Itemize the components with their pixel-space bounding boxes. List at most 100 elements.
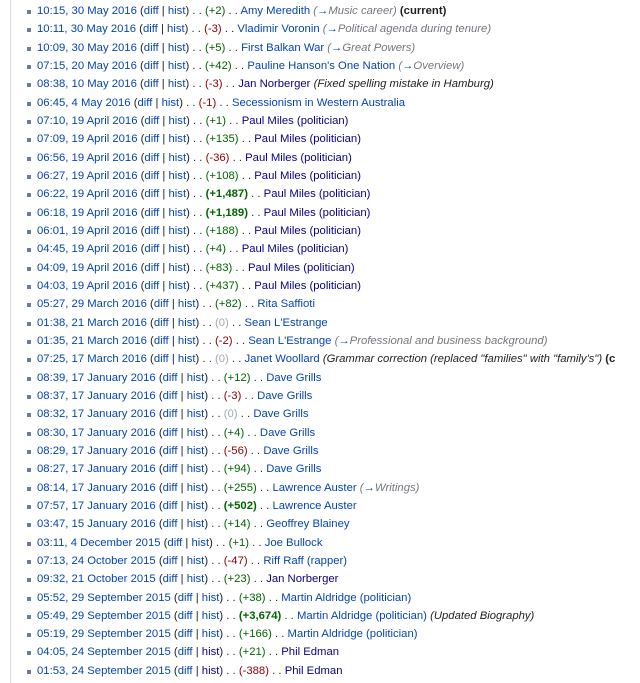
- page-title-link[interactable]: Paul Miles (politician): [241, 114, 349, 127]
- section-arrow-link[interactable]: →: [402, 59, 414, 72]
- timestamp-link[interactable]: 07:15, 20 May 2016: [37, 59, 137, 72]
- page-title-link[interactable]: Martin Aldridge (politician): [281, 591, 412, 604]
- section-arrow-link[interactable]: →: [326, 23, 338, 36]
- page-title-link[interactable]: Amy Meredith: [240, 5, 311, 17]
- timestamp-link[interactable]: 06:27, 19 April 2016: [37, 169, 138, 182]
- diff-link[interactable]: diff: [153, 353, 169, 366]
- hist-link[interactable]: hist: [186, 426, 205, 439]
- section-link[interactable]: Overview: [413, 59, 461, 72]
- page-title-link[interactable]: Sean L'Estrange: [244, 316, 328, 329]
- diff-link[interactable]: diff: [162, 518, 178, 531]
- hist-link[interactable]: hist: [186, 371, 205, 384]
- diff-link[interactable]: diff: [162, 481, 178, 494]
- timestamp-link[interactable]: 01:35, 21 March 2016: [37, 334, 147, 347]
- diff-link[interactable]: diff: [142, 23, 158, 36]
- hist-link[interactable]: hist: [177, 334, 196, 347]
- hist-link[interactable]: hist: [168, 206, 187, 219]
- diff-link[interactable]: diff: [144, 224, 160, 237]
- timestamp-link[interactable]: 04:05, 24 September 2015: [37, 646, 171, 659]
- page-title-link[interactable]: Paul Miles (politician): [254, 133, 361, 146]
- page-title-link[interactable]: Joe Bullock: [264, 536, 323, 549]
- page-title-link[interactable]: Dave Grills: [257, 389, 313, 402]
- section-link[interactable]: Writings: [374, 481, 416, 494]
- page-title-link[interactable]: Jan Norberger: [238, 78, 311, 91]
- timestamp-link[interactable]: 08:39, 17 January 2016: [37, 371, 156, 384]
- timestamp-link[interactable]: 04:03, 19 April 2016: [37, 279, 138, 292]
- hist-link[interactable]: hist: [161, 96, 180, 109]
- diff-link[interactable]: diff: [162, 463, 178, 476]
- diff-link[interactable]: diff: [162, 554, 178, 567]
- hist-link[interactable]: hist: [167, 23, 185, 36]
- section-link[interactable]: Great Powers: [342, 41, 412, 54]
- diff-link[interactable]: diff: [144, 169, 160, 182]
- diff-link[interactable]: diff: [177, 609, 193, 622]
- page-title-link[interactable]: Dave Grills: [259, 426, 316, 439]
- timestamp-link[interactable]: 08:14, 17 January 2016: [37, 481, 156, 494]
- diff-link[interactable]: diff: [144, 279, 160, 292]
- page-title-link[interactable]: First Balkan War: [241, 41, 325, 54]
- diff-link[interactable]: diff: [143, 78, 159, 91]
- page-title-link[interactable]: Geoffrey Blainey: [266, 518, 350, 531]
- page-title-link[interactable]: Vladimir Voronin: [237, 23, 320, 36]
- timestamp-link[interactable]: 03:11, 4 December 2015: [37, 536, 161, 549]
- timestamp-link[interactable]: 06:22, 19 April 2016: [37, 188, 138, 201]
- page-title-link[interactable]: Lawrence Auster: [272, 499, 357, 512]
- hist-link[interactable]: hist: [201, 628, 220, 641]
- section-link[interactable]: Professional and business background: [349, 334, 544, 347]
- page-title-link[interactable]: Dave Grills: [263, 444, 319, 457]
- diff-link[interactable]: diff: [177, 591, 193, 604]
- timestamp-link[interactable]: 04:45, 19 April 2016: [37, 243, 138, 256]
- hist-link[interactable]: hist: [186, 444, 205, 457]
- page-title-link[interactable]: Secessionism in Western Australia: [231, 96, 406, 109]
- timestamp-link[interactable]: 08:38, 10 May 2016: [37, 78, 137, 91]
- diff-link[interactable]: diff: [144, 114, 160, 127]
- page-title-link[interactable]: Dave Grills: [266, 371, 322, 384]
- page-title-link[interactable]: Phil Edman: [284, 664, 343, 677]
- timestamp-link[interactable]: 10:09, 30 May 2016: [37, 41, 137, 54]
- diff-link[interactable]: diff: [144, 151, 160, 164]
- diff-link[interactable]: diff: [162, 444, 178, 457]
- page-title-link[interactable]: Janet Woollard: [244, 353, 320, 366]
- hist-link[interactable]: hist: [186, 573, 205, 586]
- diff-link[interactable]: diff: [162, 426, 178, 439]
- diff-link[interactable]: diff: [144, 133, 160, 146]
- hist-link[interactable]: hist: [186, 463, 205, 476]
- hist-link[interactable]: hist: [168, 243, 187, 256]
- page-title-link[interactable]: Rita Saffioti: [257, 298, 315, 311]
- hist-link[interactable]: hist: [201, 609, 220, 622]
- timestamp-link[interactable]: 05:49, 29 September 2015: [37, 609, 171, 622]
- page-title-link[interactable]: Paul Miles (politician): [247, 261, 355, 274]
- diff-link[interactable]: diff: [177, 628, 193, 641]
- hist-link[interactable]: hist: [191, 536, 210, 549]
- page-title-link[interactable]: Dave Grills: [253, 408, 309, 421]
- timestamp-link[interactable]: 10:15, 30 May 2016: [37, 5, 137, 17]
- page-title-link[interactable]: Riff Raff (rapper): [263, 554, 348, 567]
- diff-link[interactable]: diff: [177, 664, 193, 677]
- diff-link[interactable]: diff: [143, 41, 159, 54]
- hist-link[interactable]: hist: [186, 408, 205, 421]
- hist-link[interactable]: hist: [167, 5, 186, 17]
- diff-link[interactable]: diff: [167, 536, 183, 549]
- timestamp-link[interactable]: 05:27, 29 March 2016: [37, 298, 147, 311]
- timestamp-link[interactable]: 09:32, 21 October 2015: [37, 573, 156, 586]
- diff-link[interactable]: diff: [162, 499, 178, 512]
- hist-link[interactable]: hist: [186, 499, 205, 512]
- page-title-link[interactable]: Jan Norberger: [266, 573, 339, 586]
- hist-link[interactable]: hist: [177, 353, 196, 366]
- hist-link[interactable]: hist: [167, 78, 186, 91]
- diff-link[interactable]: diff: [144, 206, 160, 219]
- timestamp-link[interactable]: 10:11, 30 May 2016: [37, 23, 137, 36]
- hist-link[interactable]: hist: [186, 518, 205, 531]
- page-title-link[interactable]: Sean L'Estrange: [248, 334, 332, 347]
- timestamp-link[interactable]: 06:18, 19 April 2016: [37, 206, 138, 219]
- timestamp-link[interactable]: 01:38, 21 March 2016: [37, 316, 147, 329]
- timestamp-link[interactable]: 05:52, 29 September 2015: [37, 591, 171, 604]
- page-title-link[interactable]: Martin Aldridge (politician): [287, 628, 418, 641]
- page-title-link[interactable]: Martin Aldridge (politician): [296, 609, 427, 622]
- hist-link[interactable]: hist: [168, 169, 187, 182]
- hist-link[interactable]: hist: [168, 279, 187, 292]
- hist-link[interactable]: hist: [186, 389, 205, 402]
- diff-link[interactable]: diff: [162, 573, 178, 586]
- diff-link[interactable]: diff: [177, 646, 193, 659]
- timestamp-link[interactable]: 07:09, 19 April 2016: [37, 133, 138, 146]
